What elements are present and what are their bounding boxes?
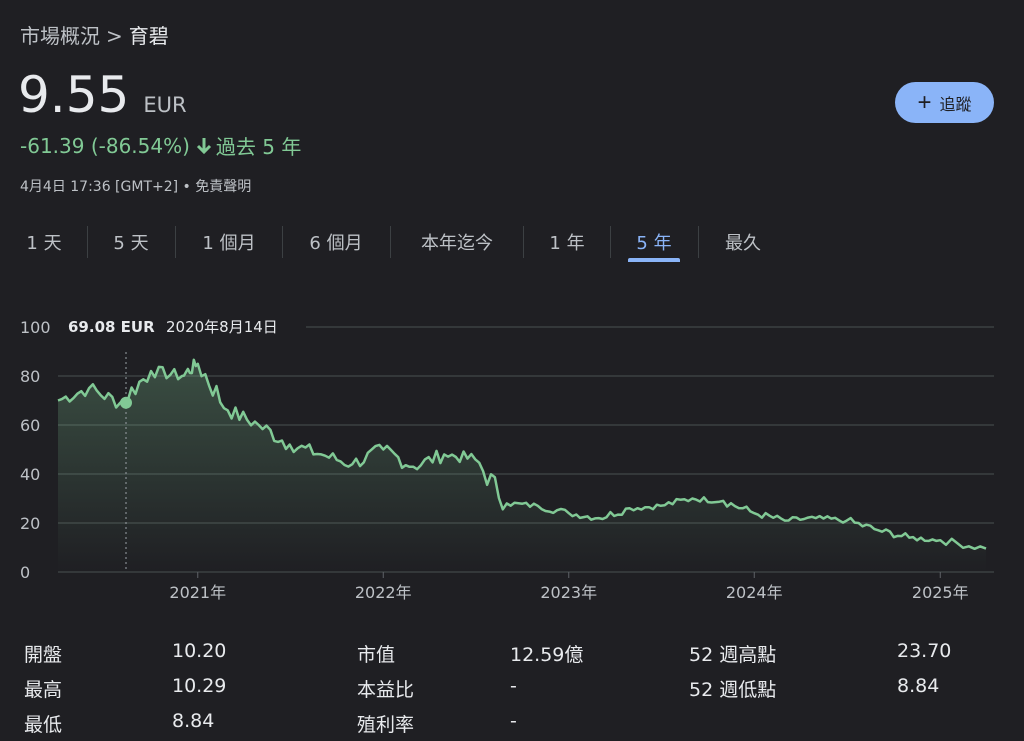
x-tick-label: 2021年 bbox=[169, 583, 226, 602]
stat-open-label: 開盤 bbox=[24, 644, 63, 666]
breadcrumb-current: 育碧 bbox=[128, 24, 169, 48]
y-axis: 100 80 60 40 20 0 bbox=[20, 318, 51, 582]
x-tick-label: 2024年 bbox=[726, 583, 783, 602]
stat-52wk-high-label: 52 週高點 bbox=[689, 644, 777, 666]
range-tabs: 1 天 5 天 1 個月 6 個月 本年迄今 1 年 5 年 最久 bbox=[0, 224, 1024, 268]
stat-high-value: 10.29 bbox=[172, 675, 227, 697]
stat-52wk-high-value: 23.70 bbox=[897, 640, 952, 662]
tooltip-date: 2020年8月14日 bbox=[166, 318, 278, 336]
stat-52wk-low-label: 52 週低點 bbox=[689, 679, 777, 701]
stat-yield-label: 殖利率 bbox=[357, 714, 415, 736]
tab-1d[interactable]: 1 天 bbox=[26, 233, 62, 254]
hover-point bbox=[120, 396, 132, 409]
tooltip-value: 69.08 EUR bbox=[68, 318, 155, 336]
breadcrumb: 市場概況 > 育碧 bbox=[20, 20, 169, 49]
follow-button-label: 追蹤 bbox=[939, 96, 972, 114]
price-value: 9.55 bbox=[18, 66, 130, 124]
tab-5y[interactable]: 5 年 bbox=[636, 233, 672, 254]
follow-button[interactable]: + 追蹤 bbox=[895, 82, 994, 123]
price-change: -61.39 (-86.54%) 過去 5 年 bbox=[20, 131, 301, 160]
quote-timestamp: 4月4日 17:36 [GMT+2] • 免責聲明 bbox=[20, 179, 252, 195]
y-tick-label: 20 bbox=[20, 514, 40, 533]
stat-open-value: 10.20 bbox=[172, 640, 227, 662]
price-line bbox=[57, 358, 987, 551]
stat-low-value: 8.84 bbox=[172, 710, 215, 732]
change-period: 過去 5 年 bbox=[215, 135, 302, 159]
x-axis: 2021年 2022年 2023年 2024年 2025年 bbox=[169, 572, 969, 602]
x-tick-label: 2025年 bbox=[912, 583, 969, 602]
tab-divider bbox=[390, 226, 391, 258]
stat-pe-value: - bbox=[510, 675, 517, 697]
price-chart[interactable]: 100 80 60 40 20 0 2021年 2022年 2023年 2024年 2025年 6… bbox=[0, 300, 1024, 610]
arrow-down-icon bbox=[196, 137, 211, 154]
tab-6m[interactable]: 6 個月 bbox=[309, 233, 363, 254]
breadcrumb-parent[interactable]: 市場概況 bbox=[20, 24, 100, 48]
price-block: 9.55 EUR bbox=[18, 66, 187, 124]
y-tick-label: 80 bbox=[20, 367, 40, 386]
tab-max[interactable]: 最久 bbox=[725, 233, 761, 254]
y-tick-label: 60 bbox=[20, 416, 40, 435]
stat-marketcap-label: 市值 bbox=[357, 644, 396, 666]
tab-divider bbox=[175, 226, 176, 258]
stat-yield-value: - bbox=[510, 710, 517, 732]
tab-1y[interactable]: 1 年 bbox=[549, 233, 585, 254]
breadcrumb-separator: > bbox=[106, 24, 123, 48]
stat-high-label: 最高 bbox=[24, 679, 63, 701]
tab-5d[interactable]: 5 天 bbox=[113, 233, 149, 254]
y-tick-label: 100 bbox=[20, 318, 51, 337]
stat-low-label: 最低 bbox=[24, 714, 63, 736]
stat-marketcap-value: 12.59億 bbox=[510, 644, 584, 666]
x-tick-label: 2022年 bbox=[355, 583, 412, 602]
change-value: -61.39 (-86.54%) bbox=[20, 133, 190, 158]
stat-pe-label: 本益比 bbox=[357, 679, 415, 701]
price-area bbox=[58, 359, 986, 572]
tab-divider bbox=[282, 226, 283, 258]
tab-divider bbox=[698, 226, 699, 258]
tab-1m[interactable]: 1 個月 bbox=[202, 233, 256, 254]
x-tick-label: 2023年 bbox=[540, 583, 597, 602]
y-tick-label: 40 bbox=[20, 465, 40, 484]
plus-icon: + bbox=[917, 88, 932, 116]
y-tick-label: 0 bbox=[20, 563, 30, 582]
active-tab-indicator bbox=[628, 258, 680, 262]
tab-divider bbox=[523, 226, 524, 258]
price-currency: EUR bbox=[143, 93, 187, 117]
tab-ytd[interactable]: 本年迄今 bbox=[421, 233, 493, 254]
tab-divider bbox=[87, 226, 88, 258]
stat-52wk-low-value: 8.84 bbox=[897, 675, 940, 697]
chart-tooltip: 69.08 EUR 2020年8月14日 bbox=[56, 312, 306, 342]
tab-divider bbox=[610, 226, 611, 258]
